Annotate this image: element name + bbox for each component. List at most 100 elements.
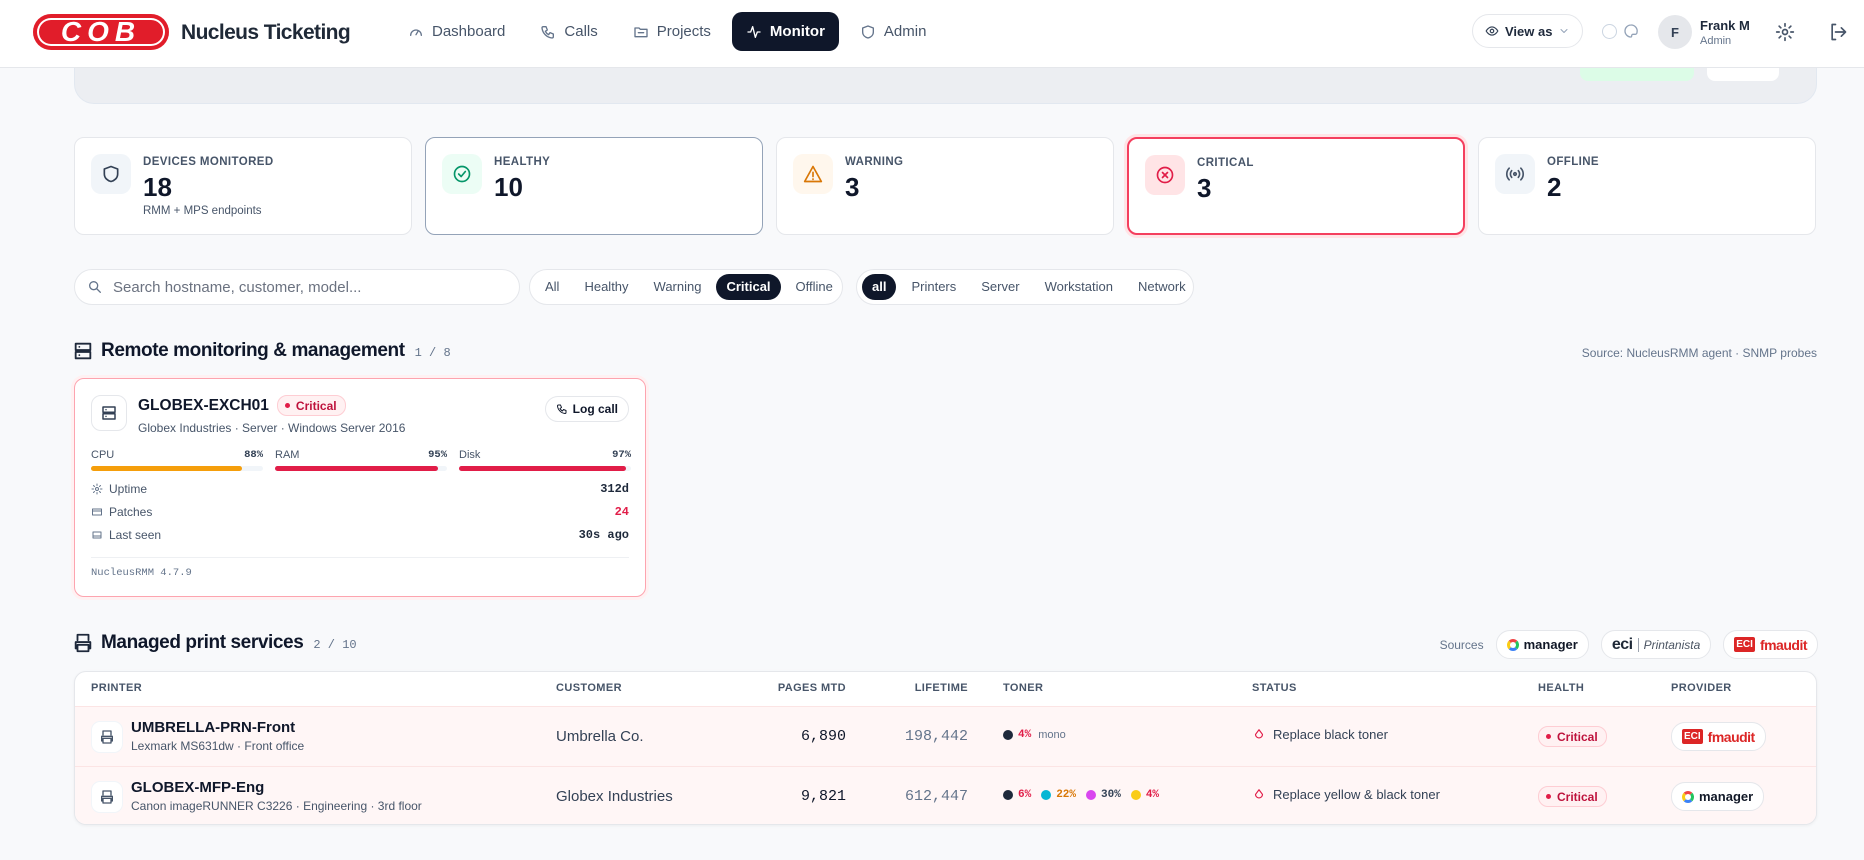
column-header: PAGES MTD [777, 682, 846, 694]
filter-pill[interactable]: Network [1137, 279, 1186, 294]
stat-card[interactable]: DEVICES MONITORED 18 RMM + MPS endpoints [74, 137, 412, 235]
info-label: Uptime [91, 482, 147, 496]
toner-level: 30% [1101, 789, 1121, 801]
icon [74, 633, 92, 653]
stat-card[interactable]: HEALTHY 10 [425, 137, 763, 235]
nav-item[interactable]: Monitor [731, 12, 839, 51]
filter-pill[interactable]: Healthy [584, 279, 629, 294]
table-row[interactable]: UMBRELLA-PRN-Front Lexmark MS631dw · Fron… [75, 706, 1816, 766]
metric-label: Disk [459, 449, 481, 461]
toner-dot [1003, 790, 1013, 800]
log-call-label: Log call [572, 402, 618, 416]
view-as[interactable]: View as [1472, 14, 1584, 48]
device-card: GLOBEX-EXCH01 Critical Log call Globex Indu… [74, 378, 646, 597]
stat-label: HEALTHY [494, 156, 551, 168]
filter-pill[interactable]: all [862, 274, 897, 300]
printer-model: Canon imageRUNNER C3226 · Engineering · … [131, 799, 422, 813]
icon [91, 483, 103, 495]
filter-pill[interactable]: Server [981, 279, 1020, 294]
stat-label: DEVICES MONITORED [143, 156, 274, 168]
toner-level: 4% [1018, 729, 1032, 741]
stat-label: WARNING [845, 156, 904, 168]
logo-sep [1637, 637, 1639, 652]
provider-cell: manager [1671, 782, 1765, 811]
nav-label: Admin [883, 23, 927, 40]
icon [89, 281, 101, 293]
icon [74, 342, 92, 360]
status-badge: Critical [276, 395, 346, 416]
filter-pill[interactable]: Printers [911, 279, 957, 294]
section-count: 1 / 8 [414, 346, 451, 360]
icon [410, 28, 422, 36]
filter-pill[interactable]: Workstation [1044, 279, 1113, 294]
toner-dot [1130, 790, 1141, 800]
print-table: PRINTER CUSTOMER PAGES MTD LIFETIME TONER STA… [74, 671, 1817, 825]
logo-ring [1682, 790, 1694, 803]
logo: COB [33, 14, 169, 50]
metric-label: CPU [91, 449, 115, 461]
icon [541, 25, 555, 39]
log-call-button[interactable]: Log call [544, 396, 629, 422]
logo-badge: ECI [1682, 729, 1703, 744]
stat-value: 2 [1547, 172, 1562, 202]
metric-value: 97% [612, 449, 631, 461]
info-label-text: Uptime [109, 482, 148, 496]
icon [861, 24, 874, 39]
info-value: 312d [600, 482, 629, 496]
icon [92, 531, 102, 539]
logout[interactable] [1828, 22, 1848, 47]
info-label: Patches [91, 505, 152, 519]
stat-icon [793, 154, 833, 194]
stat-value: 3 [845, 172, 860, 202]
icon [556, 404, 567, 414]
stat-card[interactable]: CRITICAL 3 [1127, 137, 1465, 235]
provider-logo: ECI fmaudit [1723, 630, 1818, 659]
column-header: STATUS [1252, 682, 1297, 694]
icon [1254, 788, 1264, 798]
stat-card[interactable]: OFFLINE 2 [1478, 137, 1816, 235]
icon [1775, 22, 1795, 42]
metric-bar [459, 466, 626, 471]
filter-pill[interactable]: Offline [795, 279, 833, 294]
column-header: CUSTOMER [556, 682, 622, 694]
nav-item[interactable]: Projects [619, 12, 725, 51]
logo-name: eci [1611, 635, 1633, 653]
settings[interactable] [1775, 22, 1795, 47]
search-placeholder: Search hostname, customer, model... [113, 278, 362, 296]
icon [1505, 167, 1525, 181]
lifetime: 198,442 [904, 728, 968, 745]
provider-logo: eci Printanista [1600, 630, 1712, 659]
info-value: 24 [614, 505, 629, 519]
device-name-row: GLOBEX-EXCH01 Critical [138, 395, 346, 416]
table-row[interactable]: GLOBEX-MFP-Eng Canon imageRUNNER C3226 · … [75, 766, 1816, 824]
palette[interactable] [1623, 23, 1639, 44]
section-icon [72, 632, 94, 659]
nav-item[interactable]: Calls [526, 12, 611, 51]
icon [102, 406, 116, 420]
info-value: 30s ago [578, 528, 629, 542]
nav-item[interactable]: Admin [846, 12, 941, 51]
stat-sub: RMM + MPS endpoints [143, 205, 262, 217]
divider [91, 557, 629, 558]
toner-level: 6% [1018, 789, 1032, 801]
metric: CPU 88% [91, 449, 263, 475]
nav-item[interactable]: Dashboard [394, 12, 519, 51]
metric-track [275, 466, 447, 471]
filter-pill[interactable]: Warning [653, 279, 702, 294]
search-box[interactable]: Search hostname, customer, model... [74, 269, 520, 305]
user-role: Admin [1700, 35, 1732, 47]
nav-label: Dashboard [432, 23, 506, 40]
section-count: 2 / 10 [313, 638, 357, 652]
device-name: GLOBEX-EXCH01 [138, 396, 269, 414]
avatar: F [1658, 15, 1692, 49]
filter-pill[interactable]: Critical [716, 274, 781, 300]
health-cell: Critical [1538, 726, 1607, 747]
metric-track [91, 466, 263, 471]
icon [747, 25, 761, 38]
nav-label: Monitor [769, 23, 825, 40]
stat-card[interactable]: WARNING 3 [776, 137, 1114, 235]
metric-value: 95% [428, 449, 447, 461]
section-title: Managed print services [101, 632, 304, 653]
filter-pill[interactable]: All [545, 279, 560, 294]
theme-dot[interactable] [1602, 24, 1617, 39]
